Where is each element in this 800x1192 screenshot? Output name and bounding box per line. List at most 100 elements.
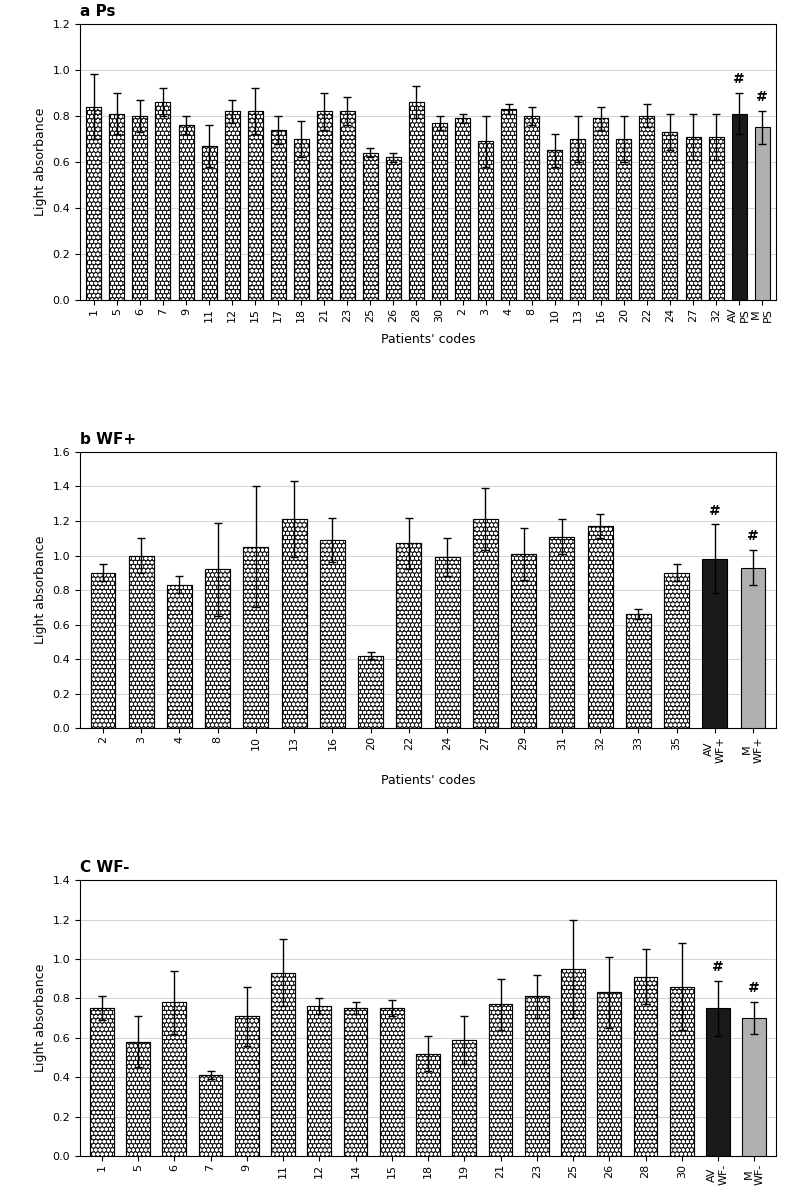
Bar bbox=[271, 973, 294, 1156]
Bar bbox=[686, 137, 701, 300]
Text: #: # bbox=[712, 960, 724, 974]
Bar bbox=[397, 544, 422, 728]
Bar bbox=[547, 150, 562, 300]
Bar bbox=[550, 536, 574, 728]
Bar bbox=[340, 111, 355, 300]
Bar bbox=[741, 567, 766, 728]
Bar bbox=[432, 123, 447, 300]
Bar bbox=[473, 520, 498, 728]
Bar bbox=[90, 573, 115, 728]
Bar bbox=[90, 1008, 114, 1156]
Bar bbox=[686, 137, 701, 300]
Bar bbox=[320, 540, 345, 728]
Bar bbox=[524, 116, 539, 300]
Bar bbox=[524, 116, 539, 300]
Bar bbox=[416, 1054, 440, 1156]
Bar bbox=[639, 116, 654, 300]
Bar bbox=[547, 150, 562, 300]
Bar bbox=[562, 969, 585, 1156]
Bar bbox=[307, 1006, 331, 1156]
Bar bbox=[386, 157, 401, 300]
Bar bbox=[110, 113, 124, 300]
Y-axis label: Light absorbance: Light absorbance bbox=[34, 536, 47, 644]
Bar bbox=[126, 1042, 150, 1156]
X-axis label: Patients' codes: Patients' codes bbox=[381, 774, 475, 787]
Bar bbox=[453, 1039, 476, 1156]
Bar bbox=[453, 1039, 476, 1156]
Bar bbox=[243, 547, 268, 728]
Bar bbox=[206, 570, 230, 728]
Bar bbox=[478, 141, 493, 300]
Bar bbox=[570, 139, 586, 300]
Bar bbox=[90, 573, 115, 728]
Bar bbox=[455, 118, 470, 300]
Y-axis label: Light absorbance: Light absorbance bbox=[34, 107, 47, 216]
Bar bbox=[167, 585, 192, 728]
Bar bbox=[307, 1006, 331, 1156]
Bar bbox=[489, 1005, 512, 1156]
Bar bbox=[570, 139, 586, 300]
Bar bbox=[670, 987, 694, 1156]
Text: #: # bbox=[734, 72, 745, 86]
Bar bbox=[634, 976, 658, 1156]
Bar bbox=[550, 536, 574, 728]
Bar bbox=[129, 555, 154, 728]
Bar bbox=[126, 1042, 150, 1156]
Bar bbox=[294, 139, 309, 300]
Bar bbox=[86, 107, 102, 300]
Text: C WF-: C WF- bbox=[80, 859, 130, 875]
Bar bbox=[282, 520, 306, 728]
Bar bbox=[702, 559, 727, 728]
Bar bbox=[434, 557, 459, 728]
Bar bbox=[670, 987, 694, 1156]
Bar bbox=[235, 1016, 258, 1156]
Bar bbox=[162, 1002, 186, 1156]
Bar bbox=[397, 544, 422, 728]
Bar bbox=[248, 111, 262, 300]
Bar bbox=[594, 118, 608, 300]
Bar bbox=[547, 150, 562, 300]
Bar bbox=[178, 125, 194, 300]
Bar bbox=[489, 1005, 512, 1156]
Bar bbox=[588, 526, 613, 728]
Bar bbox=[732, 113, 746, 300]
Bar bbox=[409, 103, 424, 300]
Bar bbox=[634, 976, 658, 1156]
Bar bbox=[178, 125, 194, 300]
Bar bbox=[317, 111, 332, 300]
Bar bbox=[455, 118, 470, 300]
Bar bbox=[434, 557, 459, 728]
Bar bbox=[416, 1054, 440, 1156]
Bar bbox=[662, 132, 678, 300]
Bar bbox=[550, 536, 574, 728]
Bar bbox=[248, 111, 262, 300]
Bar bbox=[358, 656, 383, 728]
Bar bbox=[270, 130, 286, 300]
Bar bbox=[320, 540, 345, 728]
Bar bbox=[86, 107, 102, 300]
Bar bbox=[706, 1008, 730, 1156]
Bar bbox=[133, 116, 147, 300]
Bar bbox=[363, 153, 378, 300]
Bar bbox=[110, 113, 124, 300]
Bar bbox=[662, 132, 678, 300]
Bar bbox=[617, 139, 631, 300]
Bar bbox=[282, 520, 306, 728]
Bar bbox=[386, 157, 401, 300]
Bar bbox=[626, 614, 650, 728]
Bar bbox=[617, 139, 631, 300]
Bar bbox=[511, 554, 536, 728]
Bar bbox=[742, 1018, 766, 1156]
X-axis label: Patients' codes: Patients' codes bbox=[381, 334, 475, 347]
Bar bbox=[317, 111, 332, 300]
Bar bbox=[511, 554, 536, 728]
Bar bbox=[307, 1006, 331, 1156]
Bar bbox=[248, 111, 262, 300]
Bar bbox=[133, 116, 147, 300]
Bar bbox=[397, 544, 422, 728]
Bar bbox=[110, 113, 124, 300]
Bar bbox=[634, 976, 658, 1156]
Bar bbox=[455, 118, 470, 300]
Bar bbox=[225, 111, 239, 300]
Bar bbox=[664, 573, 689, 728]
